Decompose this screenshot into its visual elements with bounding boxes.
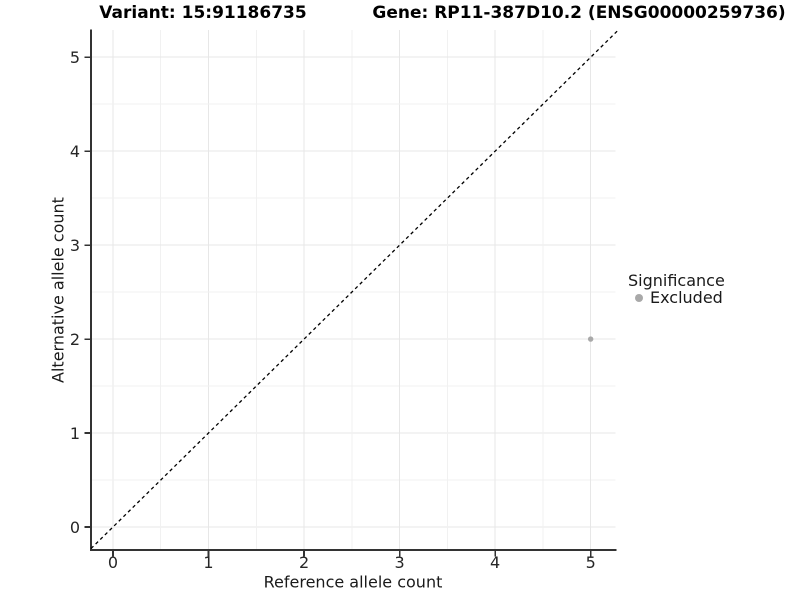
identity-line: [90, 29, 619, 550]
plot-title-variant: Variant: 15:91186735: [99, 3, 307, 23]
legend-point-icon: [635, 293, 643, 302]
x-tick-label: 2: [299, 553, 309, 572]
legend-item-excluded: Excluded: [628, 289, 725, 306]
x-tick-label: 1: [203, 553, 213, 572]
x-tick-label: 5: [586, 553, 596, 572]
x-tick-label: 3: [394, 553, 404, 572]
legend-title: Significance: [628, 271, 725, 290]
plot-title-gene: Gene: RP11-387D10.2 (ENSG00000259736): [372, 3, 786, 23]
y-axis-label: Alternative allele count: [48, 197, 68, 383]
legend: Significance Excluded: [628, 272, 725, 306]
data-point: [587, 336, 594, 342]
y-tick-label: 1: [70, 424, 80, 443]
y-tick-label: 4: [70, 142, 80, 161]
x-tick-label: 0: [108, 553, 118, 572]
y-tick-label: 5: [70, 48, 80, 67]
x-axis-label: Reference allele count: [263, 572, 443, 592]
x-tick-label: 4: [490, 553, 500, 572]
y-tick-label: 0: [70, 518, 80, 537]
y-tick-label: 3: [70, 236, 80, 255]
y-tick-label: 2: [70, 330, 80, 349]
legend-item-label: Excluded: [650, 288, 723, 307]
